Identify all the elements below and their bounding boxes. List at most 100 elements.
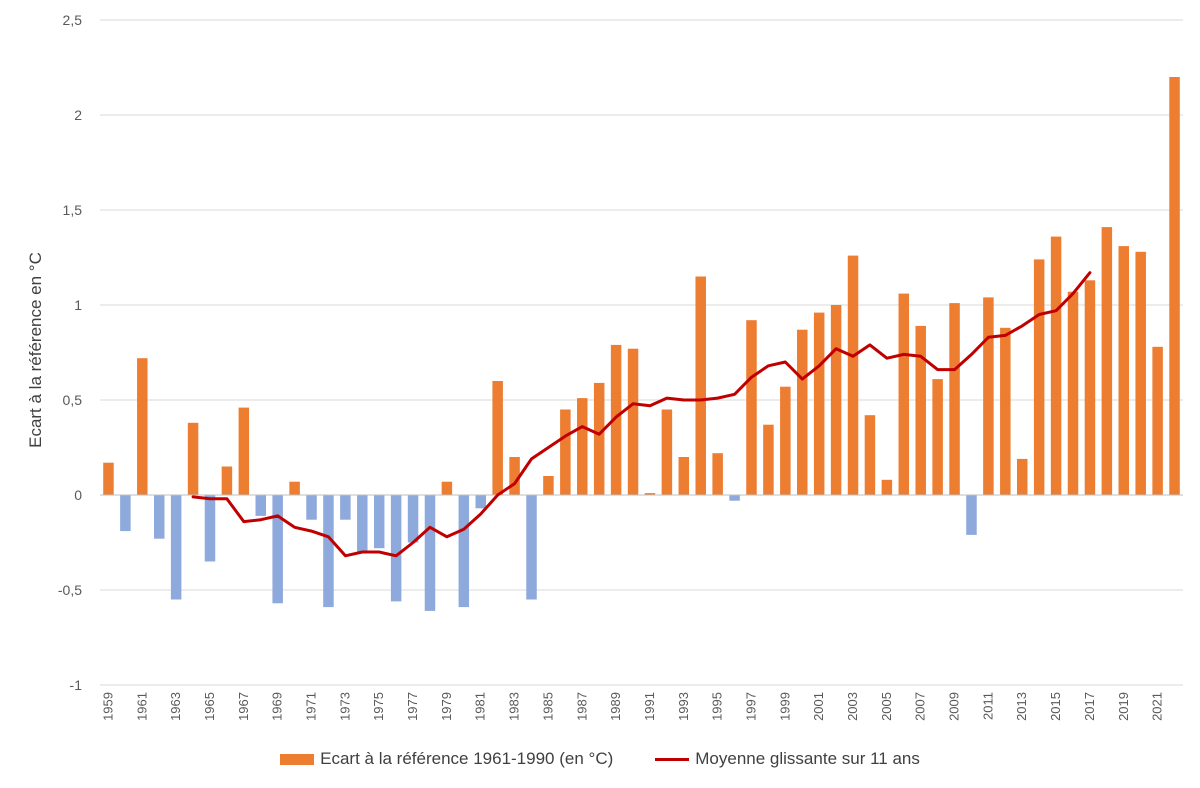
bar	[187, 422, 199, 495]
bar	[458, 495, 470, 608]
bar	[695, 276, 706, 495]
bar	[441, 481, 453, 495]
bar	[678, 457, 690, 495]
bar	[323, 495, 334, 608]
bar	[983, 297, 994, 495]
bar	[170, 495, 182, 600]
x-tick-label: 1971	[304, 692, 319, 721]
bar	[864, 415, 876, 495]
x-tick-label: 1981	[473, 692, 488, 721]
bar	[543, 476, 554, 495]
temperature-anomaly-chart: -1-0,500,511,522,5 1959 1961 1963 1965 1967 1…	[58, 12, 1183, 721]
x-tick-label: 1991	[642, 692, 657, 721]
bar	[560, 409, 571, 495]
bar	[593, 382, 605, 495]
x-tick-label: 2015	[1048, 692, 1063, 721]
bar	[746, 320, 757, 495]
bar	[780, 386, 791, 495]
bar	[763, 424, 774, 495]
bar	[915, 325, 926, 495]
bar	[424, 495, 436, 611]
bar-series	[103, 77, 1180, 611]
grid-lines	[100, 19, 1183, 686]
bar	[492, 381, 503, 495]
x-tick-label: 1985	[540, 692, 555, 721]
x-tick-label: 2003	[845, 692, 860, 721]
legend: Ecart à la référence 1961-1990 (en °C) M…	[0, 745, 1200, 773]
legend-swatch-bars	[280, 753, 315, 765]
bar	[577, 398, 588, 495]
y-tick-label: 0,5	[63, 392, 83, 408]
bar	[1118, 246, 1130, 495]
bar	[881, 479, 893, 495]
legend-label-bars: Ecart à la référence 1961-1990 (en °C)	[320, 749, 614, 768]
y-tick-label: -0,5	[58, 582, 82, 598]
bar	[1169, 77, 1180, 495]
bar	[932, 379, 943, 495]
bar	[610, 344, 622, 495]
x-tick-label: 2013	[1014, 692, 1029, 721]
y-tick-label: -1	[70, 677, 83, 693]
bar	[813, 312, 825, 495]
bar	[509, 457, 520, 495]
bar	[729, 495, 740, 501]
bar	[340, 495, 351, 520]
bar	[238, 407, 250, 495]
x-tick-label: 1979	[439, 692, 454, 721]
bar	[1084, 280, 1096, 495]
x-tick-label: 1983	[507, 692, 522, 721]
bar	[1016, 458, 1028, 495]
x-tick-label: 1967	[236, 692, 251, 721]
x-tick-label: 2009	[947, 692, 962, 721]
x-tick-label: 1959	[101, 692, 116, 721]
x-tick-label: 2017	[1082, 692, 1097, 721]
bar	[390, 495, 402, 602]
x-tick-label: 1989	[608, 692, 623, 721]
x-tick-label: 2007	[913, 692, 928, 721]
y-tick-label: 2	[74, 107, 82, 123]
bar	[526, 495, 537, 600]
x-tick-label: 1997	[744, 692, 759, 721]
legend-item-bars: Ecart à la référence 1961-1990 (en °C)	[280, 749, 613, 769]
bar	[153, 495, 165, 539]
bar	[830, 305, 842, 495]
bar	[797, 329, 808, 495]
bar	[1135, 251, 1146, 495]
x-axis-ticks: 1959 1961 1963 1965 1967 1969 1971 1973 1975 1977…	[101, 692, 1165, 721]
y-tick-label: 2,5	[63, 12, 83, 28]
bar	[966, 495, 977, 535]
bar	[949, 303, 960, 495]
x-tick-label: 2019	[1116, 692, 1131, 721]
y-tick-label: 1	[74, 297, 82, 313]
x-tick-label: 1975	[371, 692, 386, 721]
bar	[898, 293, 910, 495]
bar	[407, 495, 419, 543]
moving-average-series	[191, 271, 1092, 558]
bar	[272, 495, 283, 604]
bar	[712, 453, 723, 495]
x-tick-label: 1987	[574, 692, 589, 721]
bar	[847, 255, 859, 495]
x-tick-label: 1973	[337, 692, 352, 721]
x-tick-label: 1961	[134, 692, 149, 721]
bar	[373, 495, 385, 549]
y-axis-ticks: -1 -0,5 0 0,5 1 1,5 2 2,5	[58, 12, 82, 693]
bar	[204, 495, 216, 562]
x-tick-label: 2005	[879, 692, 894, 721]
bar	[644, 493, 656, 495]
x-tick-label: 1965	[202, 692, 217, 721]
bar	[221, 466, 233, 495]
bar	[137, 358, 148, 495]
moving-average-line	[191, 271, 1092, 558]
legend-label-line: Moyenne glissante sur 11 ans	[695, 749, 920, 768]
bar	[475, 495, 486, 509]
bar	[1067, 291, 1079, 495]
x-tick-label: 1969	[270, 692, 285, 721]
x-tick-label: 2001	[811, 692, 826, 721]
bar	[306, 495, 317, 520]
bar	[357, 495, 368, 552]
y-tick-label: 1,5	[63, 202, 83, 218]
bar	[289, 481, 300, 495]
x-tick-label: 1993	[676, 692, 691, 721]
